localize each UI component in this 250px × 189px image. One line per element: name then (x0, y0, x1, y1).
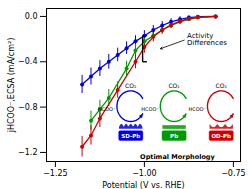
svg-text:HCOO⁻: HCOO⁻ (98, 106, 116, 112)
svg-text:HCOO⁻: HCOO⁻ (188, 106, 206, 112)
svg-text:Pb: Pb (170, 133, 178, 139)
svg-text:CO₂: CO₂ (168, 82, 180, 89)
svg-text:OD-Pb: OD-Pb (211, 133, 231, 139)
svg-text:−1.2: −1.2 (18, 148, 37, 157)
svg-text:HCOO⁻: HCOO⁻ (141, 106, 159, 112)
svg-text:Optimal Morphology: Optimal Morphology (140, 153, 215, 161)
svg-text:jHCOO⁻,ECSA (mA/cm²): jHCOO⁻,ECSA (mA/cm²) (7, 38, 16, 134)
svg-text:0.0: 0.0 (25, 12, 38, 21)
svg-text:CO₂: CO₂ (125, 82, 137, 89)
svg-text:Potential (V vs. RHE): Potential (V vs. RHE) (102, 181, 184, 189)
svg-text:CO₂: CO₂ (216, 82, 228, 89)
svg-text:−0.75: −0.75 (221, 169, 246, 178)
svg-text:−0.4: −0.4 (18, 57, 37, 66)
svg-text:−0.8: −0.8 (18, 103, 37, 112)
svg-text:−1.25: −1.25 (43, 169, 68, 178)
svg-text:−1.00: −1.00 (132, 169, 157, 178)
svg-text:ActivityDifferences: ActivityDifferences (187, 32, 227, 47)
svg-text:SD-Pb: SD-Pb (121, 133, 140, 139)
